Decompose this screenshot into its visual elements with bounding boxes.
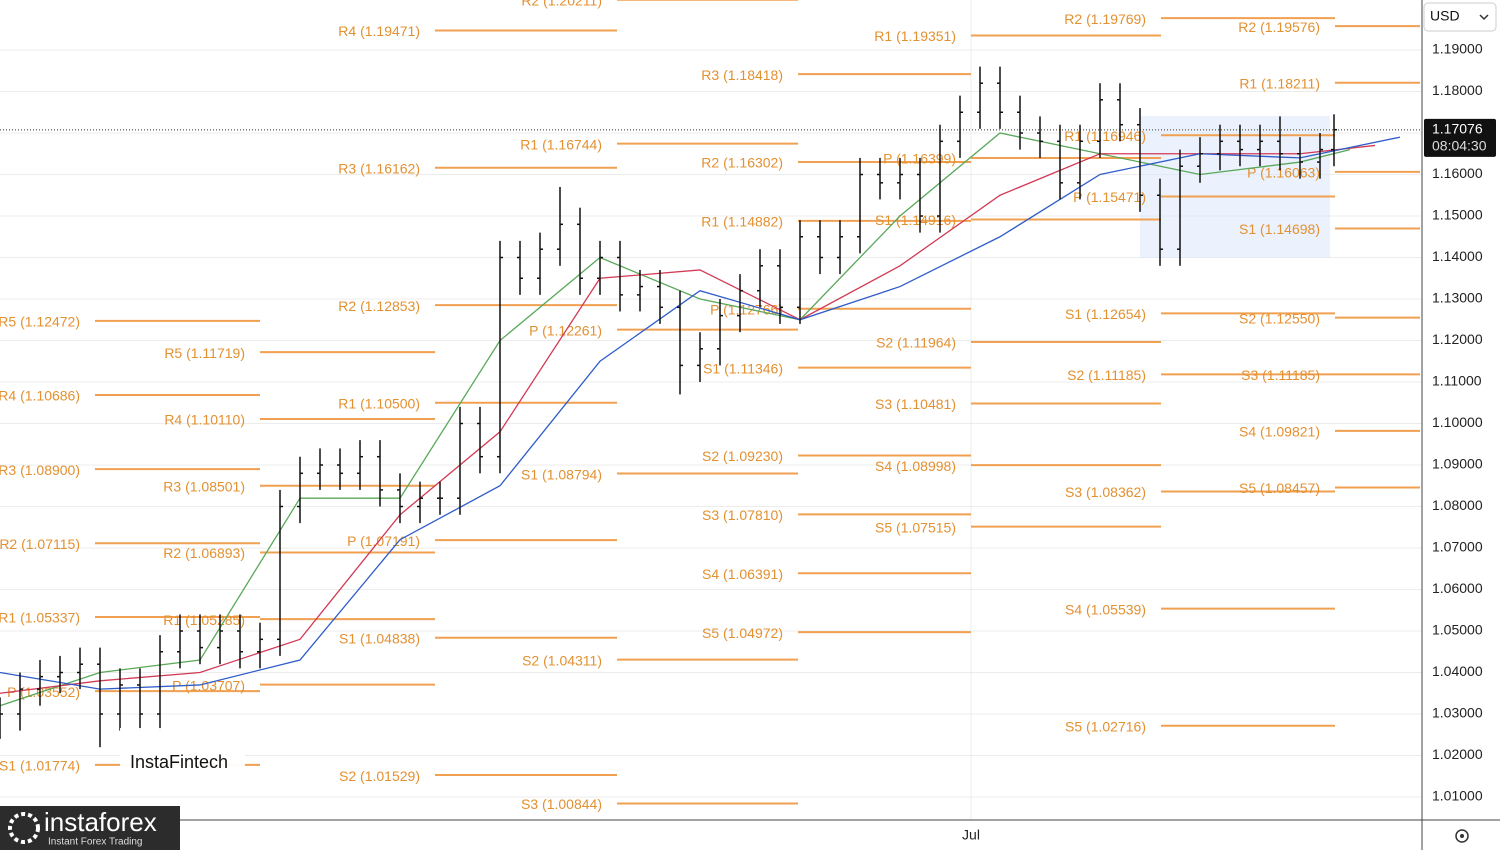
pivot-label: P (1.07191)	[347, 533, 420, 549]
pivot-label: S1 (1.11346)	[703, 360, 783, 376]
pivot-label: R3 (1.18418)	[701, 67, 783, 83]
pivot-label: S3 (1.11185)	[1241, 367, 1320, 383]
y-tick-label: 1.14000	[1432, 248, 1483, 264]
y-tick-label: 1.08000	[1432, 497, 1483, 513]
pivot-label: R1 (1.10500)	[338, 395, 420, 411]
y-tick-label: 1.03000	[1432, 705, 1483, 721]
settings-icon	[1460, 834, 1464, 838]
pivot-label: S4 (1.06391)	[702, 566, 783, 582]
pivot-label: R5 (1.12472)	[0, 314, 80, 330]
pivot-label: S4 (1.05539)	[1065, 601, 1146, 617]
y-tick-label: 1.05000	[1432, 622, 1483, 638]
dropdown-icon	[1479, 14, 1489, 21]
pivot-label: R2 (1.16302)	[701, 155, 783, 171]
pivot-label: S2 (1.01529)	[339, 768, 420, 784]
pivot-label: R2 (1.06893)	[163, 545, 245, 561]
y-tick-label: 1.15000	[1432, 207, 1483, 223]
pivot-label: S2 (1.09230)	[702, 448, 783, 464]
brand-logo	[8, 812, 40, 844]
moving-average	[0, 144, 1376, 694]
pivot-label: R1 (1.16946)	[1064, 128, 1146, 144]
watermark: InstaFintech	[130, 752, 228, 772]
pivot-label: R3 (1.08900)	[0, 462, 80, 478]
y-tick-label: 1.19000	[1432, 41, 1483, 57]
pivot-label: R2 (1.12853)	[338, 298, 420, 314]
countdown: 08:04:30	[1432, 138, 1487, 154]
y-tick-label: 1.09000	[1432, 456, 1483, 472]
y-tick-label: 1.10000	[1432, 414, 1483, 430]
y-tick-label: 1.13000	[1432, 290, 1483, 306]
pivot-label: S3 (1.00844)	[521, 796, 602, 812]
pivot-label: R2 (1.19769)	[1064, 11, 1146, 27]
y-tick-label: 1.02000	[1432, 746, 1483, 762]
pivot-label: R2 (1.19576)	[1238, 19, 1320, 35]
y-tick-label: 1.16000	[1432, 165, 1483, 181]
pivot-label: S2 (1.11185)	[1067, 367, 1146, 383]
pivot-label: S2 (1.12550)	[1239, 310, 1320, 326]
pivot-label: S1 (1.14916)	[875, 212, 956, 228]
y-tick-label: 1.06000	[1432, 580, 1483, 596]
pivot-label: S3 (1.07810)	[702, 507, 783, 523]
pivot-label: R3 (1.08501)	[163, 478, 245, 494]
brand-tagline: Instant Forex Trading	[48, 837, 143, 848]
pivot-label: R3 (1.16162)	[338, 160, 420, 176]
settings-icon[interactable]	[1455, 829, 1469, 843]
pivot-label: R1 (1.05337)	[0, 610, 80, 626]
pivot-label: S2 (1.11964)	[876, 335, 956, 351]
currency-select[interactable]	[1423, 2, 1497, 32]
pivot-label: S5 (1.02716)	[1065, 718, 1146, 734]
volume-profile-area	[1140, 116, 1330, 258]
pivot-label: S2 (1.04311)	[522, 652, 602, 668]
pivot-label: R1 (1.18211)	[1239, 75, 1320, 91]
last-price: 1.17076	[1432, 121, 1483, 137]
y-tick-label: 1.18000	[1432, 82, 1483, 98]
y-tick-label: 1.12000	[1432, 331, 1483, 347]
pivot-label: P (1.03707)	[172, 677, 245, 693]
pivot-label: R1 (1.16744)	[520, 136, 602, 152]
pivot-label: S4 (1.08998)	[875, 458, 956, 474]
moving-average	[0, 132, 1351, 707]
moving-average	[0, 136, 1401, 690]
price-box	[1424, 118, 1496, 157]
pivot-label: S1 (1.04838)	[339, 630, 420, 646]
y-tick-label: 1.01000	[1432, 788, 1483, 804]
time-axis	[0, 820, 1500, 850]
pivot-label: R1 (1.14882)	[701, 214, 783, 230]
y-tick-label: 1.11000	[1432, 373, 1482, 389]
y-tick-label: 1.04000	[1432, 663, 1483, 679]
pivot-label: S4 (1.09821)	[1239, 424, 1320, 440]
pivot-label: R4 (1.19471)	[338, 23, 420, 39]
brand: instaforex	[44, 807, 157, 837]
pivot-label: S5 (1.04972)	[702, 625, 783, 641]
pivot-label: S1 (1.08794)	[521, 466, 602, 482]
pivot-label: S1 (1.14698)	[1239, 221, 1320, 237]
pivot-label: S1 (1.01774)	[0, 758, 80, 774]
pivot-label: S5 (1.07515)	[875, 519, 956, 535]
pivot-label: R4 (1.10686)	[0, 388, 80, 404]
pivot-label: R4 (1.10110)	[164, 412, 245, 428]
pivot-label: P (1.15471)	[1073, 189, 1146, 205]
pivot-label: S3 (1.10481)	[875, 396, 956, 412]
pivot-label: S1 (1.12654)	[1065, 306, 1146, 322]
pivot-label: R5 (1.11719)	[164, 345, 245, 361]
x-tick-label: Jul	[962, 827, 980, 843]
pivot-label: R1 (1.05285)	[163, 612, 245, 628]
currency: USD	[1430, 8, 1460, 24]
pivot-label: P (1.16063)	[1247, 165, 1320, 181]
pivot-label: R2 (1.20211)	[521, 0, 602, 8]
pivot-label: R2 (1.07115)	[0, 536, 80, 552]
pivot-label: R1 (1.19351)	[874, 28, 956, 44]
pivot-label: S3 (1.08362)	[1065, 484, 1146, 500]
watermark-box	[120, 728, 245, 790]
pivot-label: S5 (1.08457)	[1239, 480, 1320, 496]
y-tick-label: 1.07000	[1432, 539, 1483, 555]
